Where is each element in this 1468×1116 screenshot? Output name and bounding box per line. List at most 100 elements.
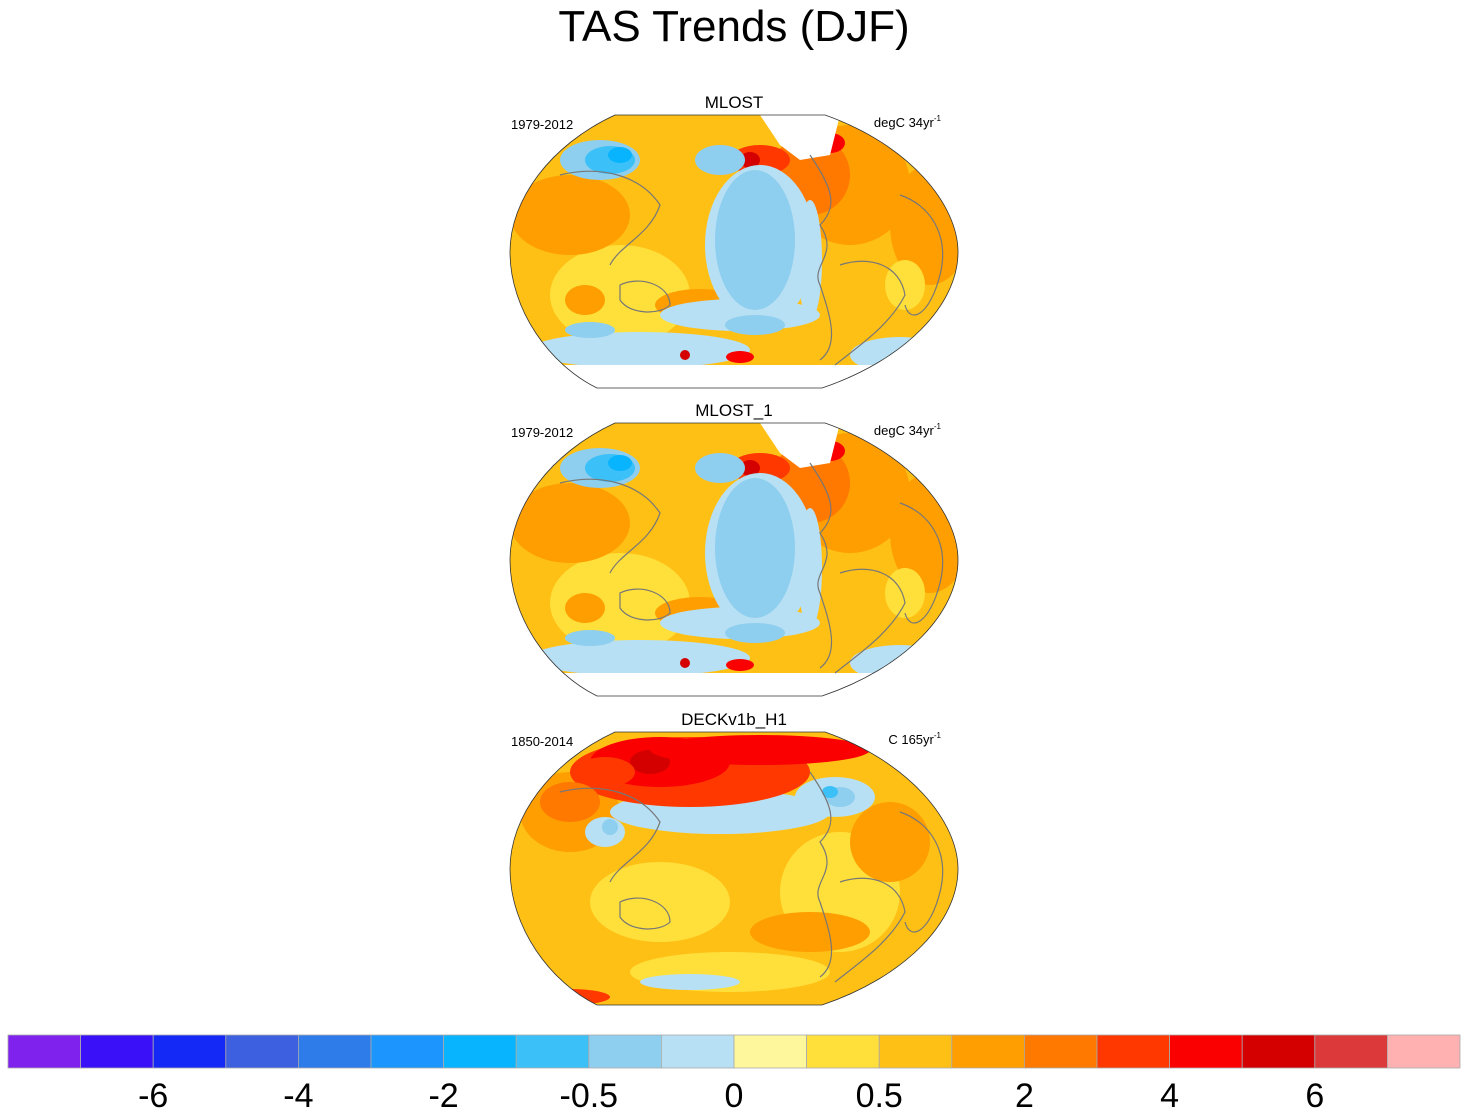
antarctica-missing — [510, 365, 958, 388]
colorbar-box — [878, 1034, 953, 1069]
colorbar-box — [1096, 1034, 1170, 1069]
panel-units: degC 34yr-1 — [874, 422, 941, 438]
coastline — [809, 462, 833, 669]
trend-contour — [565, 322, 615, 338]
trend-contour — [608, 455, 632, 471]
coastline — [899, 502, 944, 624]
trend-contour — [885, 568, 925, 618]
coastline — [834, 877, 906, 983]
coastline — [809, 771, 833, 978]
coastline — [809, 154, 833, 361]
colorbar-tick-label: -6 — [138, 1077, 168, 1115]
colorbar-tick-label: -2 — [428, 1077, 458, 1115]
colorbar-box — [1387, 1034, 1461, 1069]
map-border — [509, 422, 959, 697]
trend-contour — [725, 623, 785, 643]
colorbar-box — [225, 1034, 299, 1069]
units-text: degC 34yr — [873, 115, 934, 130]
colorbar-box — [806, 1034, 880, 1069]
colorbar-tick-label: -4 — [283, 1077, 313, 1115]
colorbar-box — [1169, 1034, 1243, 1069]
colorbar-tick-label: 0.5 — [856, 1077, 903, 1115]
trend-contour — [608, 147, 632, 163]
trend-contour — [530, 332, 750, 368]
trend-contour — [726, 659, 754, 671]
colorbar-box — [733, 1034, 807, 1069]
units-text: C 165yr — [888, 732, 934, 747]
arctic-missing — [760, 423, 840, 468]
colorbar-box — [1241, 1034, 1316, 1069]
colorbar-box — [152, 1034, 227, 1069]
trend-contour — [740, 460, 760, 476]
trend-contour — [750, 912, 870, 952]
panel-title: MLOST_1 — [695, 401, 773, 420]
trend-contour — [530, 989, 610, 1005]
coastline — [619, 897, 671, 930]
panel-period: 1850-2014 — [511, 734, 574, 749]
coastline — [834, 568, 906, 674]
coastline — [899, 811, 944, 933]
trend-contour — [650, 735, 870, 765]
trend-contour — [726, 351, 754, 363]
coastline — [899, 194, 944, 316]
trend-contour — [590, 862, 730, 942]
map-border — [509, 731, 959, 1006]
trend-contour — [695, 453, 745, 483]
colorbar-box — [1024, 1034, 1098, 1069]
coastline — [619, 280, 671, 313]
colorbar-box — [661, 1034, 735, 1069]
trend-contour — [510, 483, 630, 563]
panel-units: C 165yr-1 — [888, 731, 941, 747]
trend-contour — [885, 260, 925, 310]
colorbar-box — [80, 1034, 154, 1069]
trend-contour — [715, 170, 795, 310]
colorbar-box — [370, 1034, 444, 1069]
map-border — [509, 114, 959, 389]
colorbar-box — [443, 1034, 517, 1069]
colorbar-box — [7, 1034, 81, 1069]
trend-contour — [822, 786, 838, 798]
map-panel — [509, 731, 959, 1006]
trend-contour — [715, 478, 795, 618]
trend-contour — [510, 175, 630, 255]
trend-contour — [540, 782, 600, 822]
panel-title: DECKv1b_H1 — [681, 710, 787, 729]
colorbar-tick-label: 2 — [1015, 1077, 1034, 1115]
trend-contour — [740, 152, 760, 168]
trend-contour — [860, 984, 920, 1000]
trend-contour — [565, 285, 605, 315]
coastline — [559, 787, 661, 883]
trend-contour — [695, 145, 745, 175]
trend-contour — [680, 658, 690, 668]
units-text: degC 34yr — [873, 423, 934, 438]
antarctica-missing — [510, 673, 958, 696]
colorbar-box — [588, 1034, 662, 1069]
panel-period: 1979-2012 — [511, 425, 574, 440]
coastline — [559, 478, 661, 574]
trend-contour — [725, 315, 785, 335]
figure-title: TAS Trends (DJF) — [558, 2, 910, 51]
panel-period: 1979-2012 — [511, 117, 574, 132]
colorbar-box — [1314, 1034, 1388, 1069]
colorbar-tick-label: 6 — [1305, 1077, 1324, 1115]
units-exponent: -1 — [933, 422, 941, 431]
colorbar-tick-label: 0 — [725, 1077, 744, 1115]
arctic-missing — [760, 115, 840, 160]
colorbar-tick-label: -0.5 — [560, 1077, 619, 1115]
trend-contour — [640, 974, 740, 990]
trend-contour — [798, 200, 822, 320]
trend-contour — [680, 350, 690, 360]
colorbar-box — [297, 1034, 372, 1069]
units-exponent: -1 — [933, 731, 941, 740]
coastline — [559, 170, 661, 266]
trend-contour — [575, 757, 635, 787]
colorbar-box — [951, 1034, 1025, 1069]
panel-title: MLOST — [704, 93, 764, 112]
trend-contour — [798, 508, 822, 628]
colorbar-box — [515, 1034, 590, 1069]
trend-contour — [565, 630, 615, 646]
colorbar-tick-label: 4 — [1160, 1077, 1179, 1115]
coastline — [834, 260, 906, 366]
coastline — [619, 588, 671, 621]
map-panel — [509, 114, 959, 389]
